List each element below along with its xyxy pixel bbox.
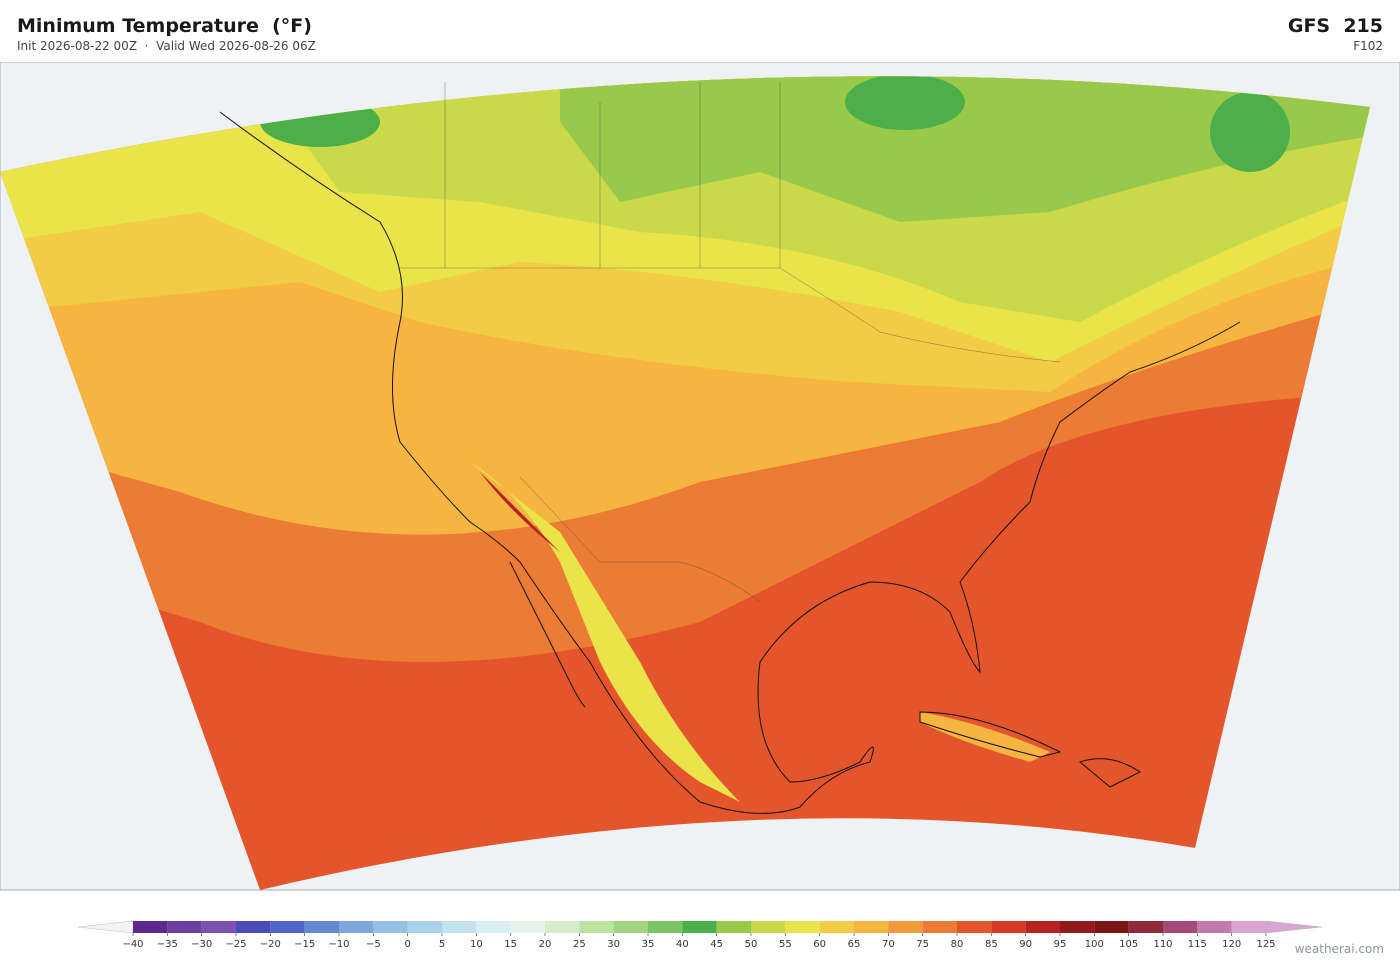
colorbar-tick-label: 120 (1222, 939, 1241, 950)
colorbar-bin (751, 921, 786, 933)
colorbar-bin (201, 921, 236, 933)
colorbar-tick-label: 110 (1153, 939, 1172, 950)
temperature-field (0, 76, 1370, 891)
title: Minimum Temperature (°F) (17, 15, 312, 37)
colorbar-bin (785, 921, 820, 933)
colorbar-bin (1094, 921, 1129, 933)
colorbar-tick-label: 85 (985, 939, 998, 950)
colorbar-bin (442, 921, 477, 933)
colorbar-bin (545, 921, 580, 933)
colorbar-bin (991, 921, 1026, 933)
colorbar-tick-label: 5 (439, 939, 445, 950)
forecast-hour: F102 (1353, 39, 1383, 53)
colorbar-tick-label: 115 (1188, 939, 1207, 950)
subtitle: Init 2026-08-22 00Z · Valid Wed 2026-08-… (17, 39, 316, 53)
colorbar-bin (133, 921, 168, 933)
credit: weatherai.com (1294, 942, 1384, 956)
colorbar-tick-label: 90 (1019, 939, 1032, 950)
colorbar-bin (167, 921, 202, 933)
colorbar-bin (476, 921, 511, 933)
colorbar-bin (1128, 921, 1163, 933)
colorbar-bin (339, 921, 374, 933)
colorbar-bin (1231, 921, 1266, 933)
map (0, 62, 1400, 891)
colorbar-bin (579, 921, 614, 933)
colorbar-tick-label: 65 (848, 939, 861, 950)
colorbar-bin (236, 921, 271, 933)
colorbar-tick-label: 100 (1085, 939, 1104, 950)
colorbar-bin (270, 921, 305, 933)
colorbar-tick-label: −40 (122, 939, 143, 950)
colorbar-bin (304, 921, 339, 933)
colorbar-tick-label: 10 (470, 939, 483, 950)
colorbar-tick-label: 0 (404, 939, 410, 950)
colorbar-tick-label: −5 (366, 939, 381, 950)
colorbar-bin (407, 921, 442, 933)
colorbar: −40 −35 −30 −25 −20 −15 −10 −5 0 5 10 15 20 25 30 35 40 4… (77, 920, 1323, 950)
colorbar-bin (716, 921, 751, 933)
colorbar-tick-label: −25 (225, 939, 246, 950)
borders (400, 82, 1061, 603)
colorbar-bin (682, 921, 717, 933)
colorbar-bin (1163, 921, 1198, 933)
colorbar-bin (373, 921, 408, 933)
coastlines (219, 111, 1241, 814)
colorbar-tick-label: −20 (260, 939, 281, 950)
colorbar-tick-label: 25 (573, 939, 586, 950)
colorbar-tick-label: −10 (328, 939, 349, 950)
colorbar-tick-label: 70 (882, 939, 895, 950)
colorbar-tick-label: 75 (916, 939, 929, 950)
colorbar-tick-label: 15 (504, 939, 517, 950)
model: GFS 215 (1287, 15, 1383, 37)
colorbar-bin (1060, 921, 1095, 933)
colorbar-tick-label: 80 (951, 939, 964, 950)
colorbar-tick-label: 55 (779, 939, 792, 950)
colorbar-tick-label: 95 (1054, 939, 1067, 950)
colorbar-tick-label: −30 (191, 939, 212, 950)
colorbar-tick-label: 35 (642, 939, 655, 950)
colorbar-bin (922, 921, 957, 933)
colorbar-bin (510, 921, 545, 933)
colorbar-tick-label: −15 (294, 939, 315, 950)
colorbar-bin (854, 921, 889, 933)
colorbar-bin (957, 921, 992, 933)
colorbar-bin (648, 921, 683, 933)
colorbar-tick-label: 50 (745, 939, 758, 950)
colorbar-bin (888, 921, 923, 933)
colorbar-tick-label: 20 (539, 939, 552, 950)
colorbar-bin (1025, 921, 1060, 933)
colorbar-bin (819, 921, 854, 933)
colorbar-extend-low (77, 920, 134, 934)
colorbar-tick-label: 60 (813, 939, 826, 950)
colorbar-bin (1197, 921, 1232, 933)
colorbar-tick-label: 30 (607, 939, 620, 950)
colorbar-tick-label: 40 (676, 939, 689, 950)
colorbar-bin (613, 921, 648, 933)
colorbar-tick-label: 45 (710, 939, 723, 950)
colorbar-tick-label: −35 (157, 939, 178, 950)
colorbar-tick-label: 125 (1256, 939, 1275, 950)
colorbar-extend-high (1265, 920, 1323, 934)
colorbar-tick-label: 105 (1119, 939, 1138, 950)
